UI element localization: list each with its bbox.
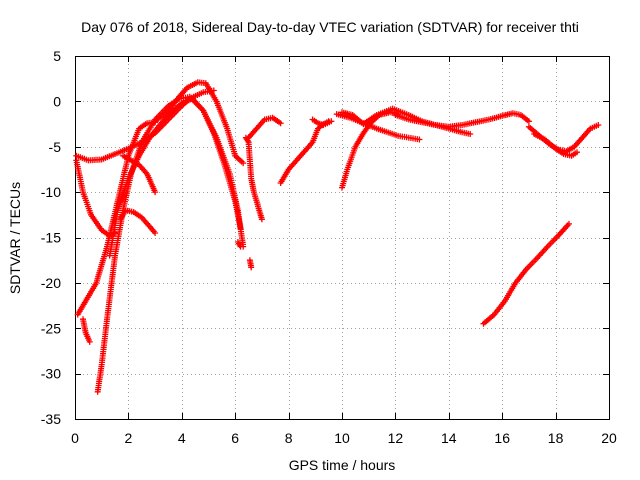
data-point [277,120,284,127]
y-tick-label: 5 [53,48,61,64]
series-arc-7 [106,95,244,259]
series-arc-21 [531,131,580,159]
data-point [248,264,255,271]
series-arc-9 [117,207,159,236]
x-tick-labels: 0 2 4 6 8 10 12 14 16 18 20 [71,430,617,446]
data-point [152,230,159,236]
x-tick-label: 18 [548,430,564,446]
y-tick-label: -35 [41,411,61,427]
y-tick-label: -25 [41,320,61,336]
series-arc-10 [234,239,244,250]
x-tick-label: 2 [125,430,133,446]
y-tick-label: -10 [41,184,61,200]
x-tick-label: 6 [231,430,239,446]
x-axis-label: GPS time / hours [289,457,396,473]
data-point [237,225,244,232]
y-tick-label: -30 [41,366,61,382]
y-axis-label: SDTVAR / TECUs [7,182,23,294]
x-tick-label: 14 [441,430,457,446]
data-point [328,118,335,125]
chart-title: Day 076 of 2018, Sidereal Day-to-day VTE… [81,19,579,35]
data-points [73,79,602,395]
x-tick-label: 16 [494,430,510,446]
data-point [237,243,244,250]
data-point [240,160,247,167]
x-tick-label: 10 [334,430,350,446]
series-arc-6 [94,93,247,395]
y-tick-labels: 5 0 -5 -10 -15 -20 -25 -30 -35 [41,48,61,427]
y-tick-label: -5 [49,139,62,155]
series-arc-15 [309,116,335,128]
series-arc-13 [245,114,284,141]
x-tick-label: 4 [178,430,186,446]
series-arc-14 [277,118,332,186]
data-point [525,118,532,125]
series-arc-11 [242,134,265,223]
x-tick-label: 8 [285,430,293,446]
data-point [574,149,580,156]
x-tick-label: 12 [388,430,404,446]
series-arc-19 [392,112,474,137]
y-tick-label: -20 [41,275,61,291]
y-tick-label: 0 [53,93,61,109]
series-arc-8 [120,152,159,196]
x-tick-label: 20 [601,430,617,446]
data-point [86,338,93,345]
data-point [566,220,572,227]
series-arc-12 [246,257,255,271]
series-arc-22 [480,220,572,327]
data-point [152,189,159,196]
data-point [416,136,423,143]
data-point [467,131,474,137]
y-tick-label: -15 [41,230,61,246]
x-tick-label: 0 [71,430,79,446]
data-point [595,122,602,128]
series-arc-5 [80,316,93,345]
data-point [258,216,265,223]
